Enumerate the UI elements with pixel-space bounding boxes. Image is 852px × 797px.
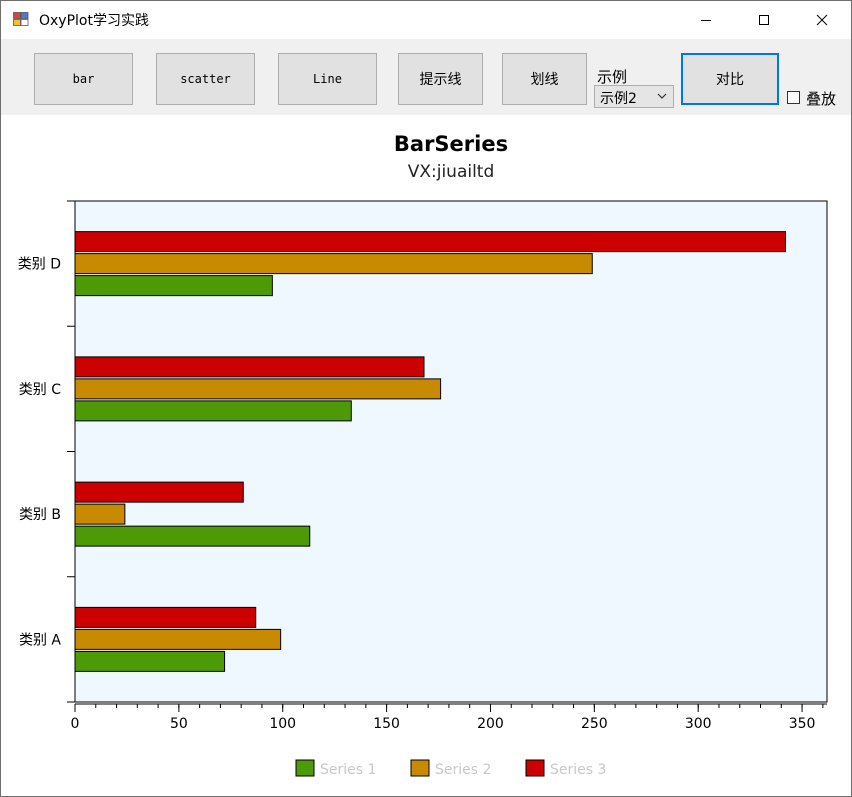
close-button[interactable] — [793, 1, 851, 39]
line-button[interactable]: Line — [278, 53, 377, 105]
legend-swatch-series1 — [295, 759, 315, 777]
bar-series3-cat-3 — [74, 231, 786, 253]
value-tick-label: 350 — [789, 716, 816, 732]
maximize-button[interactable] — [735, 1, 793, 39]
bar-series2-cat-3 — [74, 253, 593, 275]
close-icon — [816, 14, 828, 26]
bar-series2-cat-0 — [74, 628, 282, 650]
stack-checkbox[interactable] — [787, 91, 800, 104]
tooltip-line-button[interactable]: 提示线 — [398, 53, 483, 105]
bar-series1-cat-3 — [74, 275, 273, 297]
bar-series1-cat-1 — [74, 525, 311, 547]
bar-series3-cat-1 — [74, 481, 244, 503]
minimize-button[interactable] — [677, 1, 735, 39]
legend-label-series2: Series 2 — [435, 762, 491, 778]
title-bar[interactable]: OxyPlot学习实践 — [1, 1, 851, 39]
example-select-value: 示例2 — [600, 91, 637, 107]
bar-series3-cat-2 — [74, 356, 425, 378]
minimize-icon — [701, 20, 711, 21]
chart-title: BarSeries — [394, 132, 508, 156]
value-tick-label: 200 — [477, 716, 504, 732]
maximize-icon — [759, 15, 769, 25]
value-tick-label: 100 — [269, 716, 296, 732]
category-tick-label: 类别 D — [18, 257, 61, 273]
bar-series3-cat-0 — [74, 606, 257, 628]
category-tick-label: 类别 C — [19, 382, 61, 398]
category-tick-label: 类别 B — [19, 507, 61, 523]
category-tick-label: 类别 A — [19, 632, 61, 648]
draw-line-button[interactable]: 划线 — [502, 53, 587, 105]
bar-chart: BarSeries VX:jiuailtd 类别 A 类别 B 类别 C 类别 D 0… — [18, 132, 828, 778]
stack-checkbox-label[interactable]: 叠放 — [806, 90, 837, 108]
chart-subtitle: VX:jiuailtd — [408, 162, 495, 182]
value-tick-label: 300 — [685, 716, 712, 732]
value-tick-label: 150 — [373, 716, 400, 732]
chevron-down-icon — [657, 93, 667, 99]
legend-label-series1: Series 1 — [320, 762, 376, 778]
bars-group — [74, 231, 786, 672]
toolbar: bar scatter Line 提示线 划线 示例 示例2 对比 叠放 — [1, 39, 851, 115]
compare-button[interactable]: 对比 — [681, 53, 779, 105]
example-label: 示例 — [597, 68, 628, 86]
scatter-button[interactable]: scatter — [156, 53, 255, 105]
value-tick-label: 250 — [581, 716, 608, 732]
bar-button[interactable]: bar — [34, 53, 133, 105]
window-title: OxyPlot学习实践 — [39, 13, 149, 29]
value-tick-label: 50 — [170, 716, 188, 732]
value-axis: 0 50 100 150 200 250 300 350 — [71, 703, 827, 732]
value-tick-label: 0 — [71, 716, 80, 732]
bar-series2-cat-2 — [74, 378, 442, 400]
legend-label-series3: Series 3 — [550, 762, 606, 778]
legend: Series 1 Series 2 Series 3 — [295, 759, 606, 778]
example-select[interactable]: 示例2 — [594, 85, 674, 108]
bar-series1-cat-2 — [74, 400, 352, 422]
legend-swatch-series2 — [410, 759, 430, 777]
bar-series2-cat-1 — [74, 503, 126, 525]
app-icon — [13, 12, 29, 26]
legend-swatch-series3 — [525, 759, 545, 777]
bar-series1-cat-0 — [74, 650, 226, 672]
category-axis: 类别 A 类别 B 类别 C 类别 D — [18, 200, 76, 703]
